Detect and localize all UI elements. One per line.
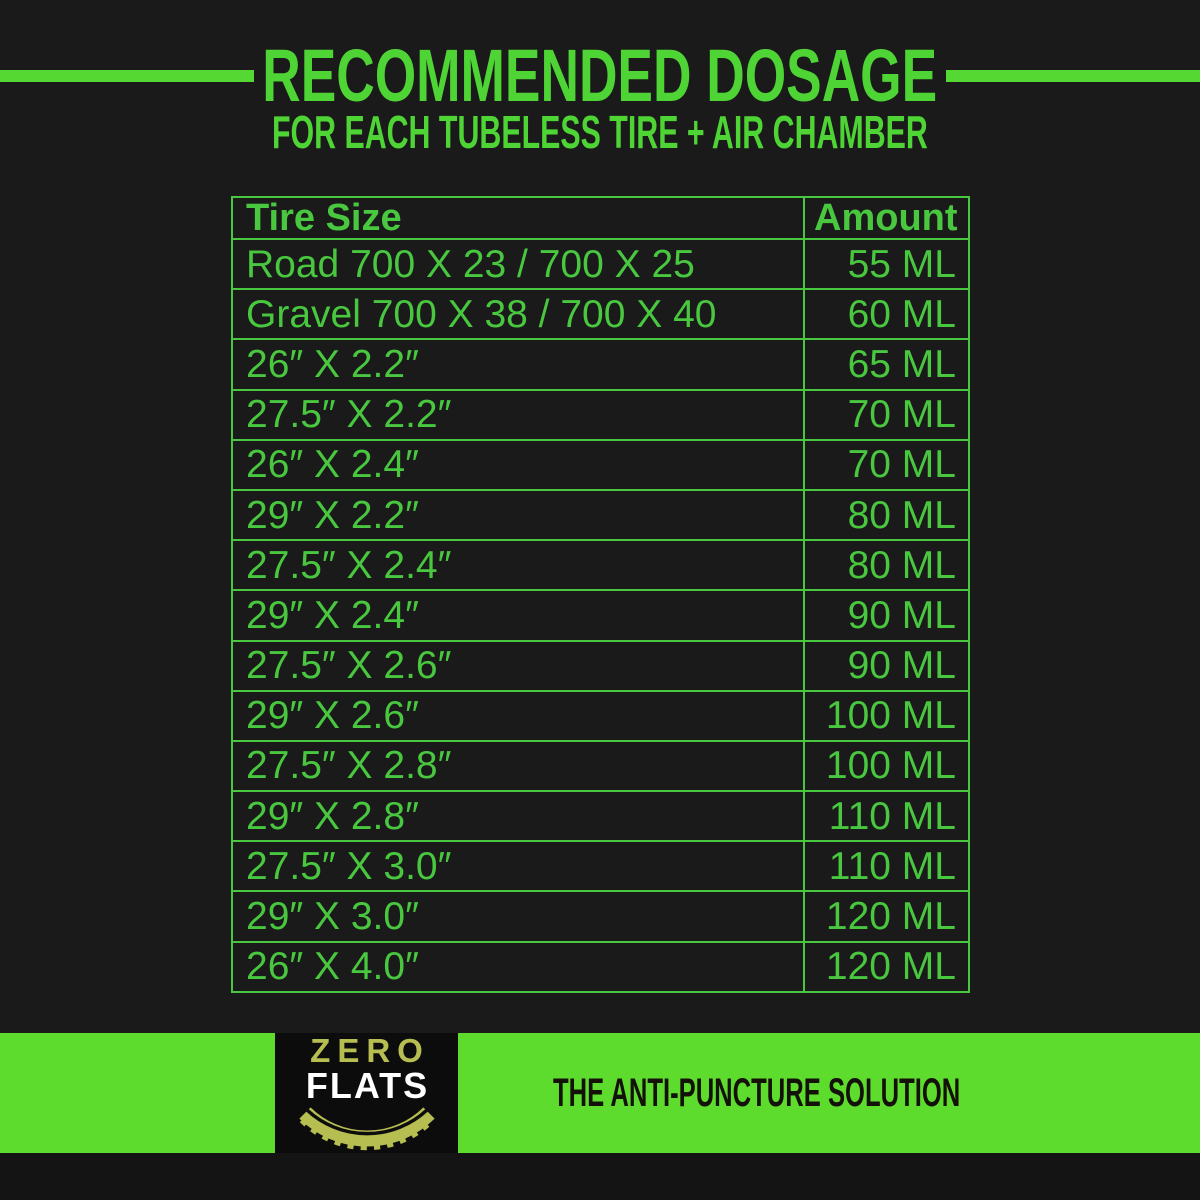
table-row: 26″ X 2.2″ 65 ML — [231, 338, 970, 391]
tire-size-cell: 29″ X 2.4″ — [231, 589, 805, 642]
amount-cell: 70 ML — [803, 438, 970, 491]
tire-size-cell: 27.5″ X 3.0″ — [231, 840, 805, 893]
amount-cell: 100 ML — [803, 689, 970, 742]
dosage-table-body: Road 700 X 23 / 700 X 25 55 ML Gravel 700 … — [231, 237, 970, 994]
title-rule-right — [946, 70, 1200, 82]
amount-cell: 80 ML — [803, 539, 970, 592]
logo-text-flats: FLATS — [305, 1064, 430, 1106]
amount-cell: 100 ML — [803, 739, 970, 793]
amount-cell: 90 ML — [803, 589, 970, 642]
amount-cell: 60 ML — [803, 288, 970, 341]
tire-tread-icon — [298, 1106, 435, 1150]
amount-cell: 120 ML — [803, 940, 970, 994]
table-row: 27.5″ X 2.2″ 70 ML — [231, 388, 970, 441]
tire-size-cell: 27.5″ X 2.2″ — [231, 388, 805, 441]
table-row: Road 700 X 23 / 700 X 25 55 ML — [231, 237, 970, 291]
tire-size-cell: 29″ X 2.2″ — [231, 488, 805, 542]
title-slot: RECOMMENDED DOSAGE — [254, 39, 946, 113]
table-row: 29″ X 2.2″ 80 ML — [231, 488, 970, 542]
title-rule-left — [0, 70, 254, 82]
bottom-strip — [0, 1153, 1200, 1200]
tire-size-cell: 26″ X 2.4″ — [231, 438, 805, 491]
amount-cell: 120 ML — [803, 890, 970, 943]
tire-size-cell: 27.5″ X 2.8″ — [231, 739, 805, 793]
tire-size-cell: 27.5″ X 2.4″ — [231, 539, 805, 592]
tire-size-cell: Road 700 X 23 / 700 X 25 — [231, 237, 805, 291]
table-row: 26″ X 2.4″ 70 ML — [231, 438, 970, 491]
amount-cell: 65 ML — [803, 338, 970, 391]
column-header-amount: Amount — [803, 196, 970, 240]
column-header-tire-size: Tire Size — [231, 196, 805, 240]
footer-banner: ZERO FLATS THE ANTI-PUNCTURE SOLUTION — [0, 1033, 1200, 1153]
table-row: Gravel 700 X 38 / 700 X 40 60 ML — [231, 288, 970, 341]
table-row: 29″ X 2.4″ 90 ML — [231, 589, 970, 642]
tire-size-cell: 29″ X 2.8″ — [231, 790, 805, 843]
table-row: 29″ X 2.8″ 110 ML — [231, 790, 970, 843]
header-title-row: RECOMMENDED DOSAGE — [0, 39, 1200, 113]
dosage-table: Tire Size Amount Road 700 X 23 / 700 X 2… — [231, 196, 970, 994]
amount-cell: 90 ML — [803, 639, 970, 692]
table-row: 29″ X 2.6″ 100 ML — [231, 689, 970, 742]
tire-size-cell: 26″ X 2.2″ — [231, 338, 805, 391]
logo-text-zero: ZERO — [310, 1031, 430, 1069]
table-row: 26″ X 4.0″ 120 ML — [231, 940, 970, 994]
header-subtitle-row: FOR EACH TUBELESS TIRE + AIR CHAMBER — [0, 106, 1200, 158]
tire-size-cell: 27.5″ X 2.6″ — [231, 639, 805, 692]
footer-tagline: THE ANTI-PUNCTURE SOLUTION — [553, 1071, 961, 1115]
table-row: 27.5″ X 2.8″ 100 ML — [231, 739, 970, 793]
zeroflats-logo: ZERO FLATS — [275, 1033, 458, 1153]
tire-size-cell: 26″ X 4.0″ — [231, 940, 805, 994]
tire-size-cell: 29″ X 3.0″ — [231, 890, 805, 943]
page-title: RECOMMENDED DOSAGE — [262, 34, 938, 117]
page-subtitle: FOR EACH TUBELESS TIRE + AIR CHAMBER — [272, 106, 928, 158]
amount-cell: 70 ML — [803, 388, 970, 441]
tire-size-cell: Gravel 700 X 38 / 700 X 40 — [231, 288, 805, 341]
amount-cell: 110 ML — [803, 790, 970, 843]
table-row: 27.5″ X 3.0″ 110 ML — [231, 840, 970, 893]
amount-cell: 80 ML — [803, 488, 970, 542]
amount-cell: 55 ML — [803, 237, 970, 291]
table-header-row: Tire Size Amount — [231, 196, 970, 240]
footer-tagline-wrap: THE ANTI-PUNCTURE SOLUTION — [553, 1033, 1189, 1153]
amount-cell: 110 ML — [803, 840, 970, 893]
table-row: 29″ X 3.0″ 120 ML — [231, 890, 970, 943]
table-row: 27.5″ X 2.6″ 90 ML — [231, 639, 970, 692]
table-row: 27.5″ X 2.4″ 80 ML — [231, 539, 970, 592]
tire-size-cell: 29″ X 2.6″ — [231, 689, 805, 742]
